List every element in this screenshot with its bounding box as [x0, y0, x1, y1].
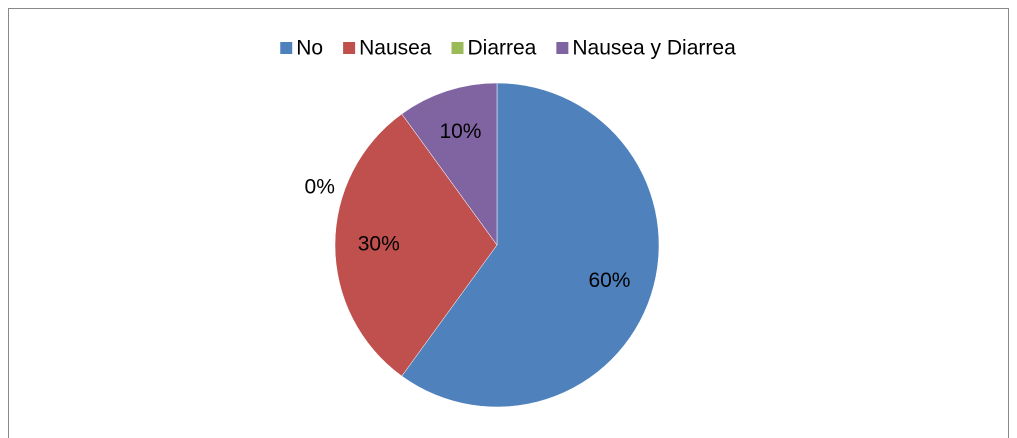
legend-label: Nausea — [359, 37, 432, 60]
legend-label: Nausea y Diarrea — [572, 37, 736, 60]
legend-label: Diarrea — [467, 37, 536, 60]
pie-slice — [334, 113, 498, 377]
pie-slice — [401, 82, 660, 408]
legend-swatch — [451, 42, 464, 54]
data-label: 10% — [439, 120, 481, 143]
pie-slice — [401, 82, 498, 246]
data-label: 60% — [588, 269, 630, 292]
legend-swatch — [556, 42, 569, 54]
legend-swatch — [343, 42, 356, 54]
data-label: 0% — [305, 175, 335, 198]
legend-label: No — [296, 37, 323, 60]
data-label: 30% — [358, 233, 400, 256]
legend-swatch — [280, 42, 293, 54]
